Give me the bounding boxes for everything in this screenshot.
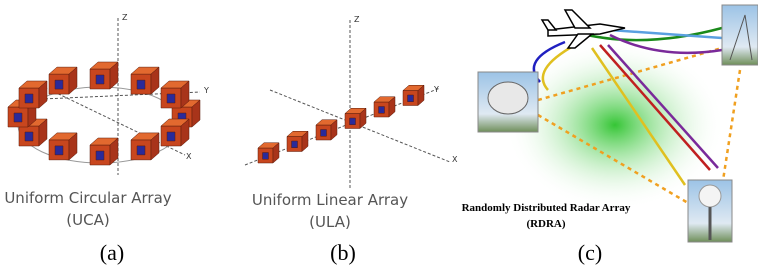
antenna-element (131, 67, 159, 94)
caption: Uniform Linear Array (252, 191, 408, 209)
panel-label: (b) (330, 240, 356, 265)
caption: (RDRA) (526, 218, 565, 230)
caption: Uniform Circular Array (4, 189, 171, 207)
face (167, 94, 175, 103)
face (55, 80, 63, 89)
face (14, 113, 22, 122)
antenna-element (345, 108, 366, 128)
ula-elements (258, 85, 424, 163)
antenna-element (19, 81, 47, 108)
face (292, 141, 298, 148)
face (321, 130, 327, 137)
antenna-element (258, 143, 279, 163)
face (137, 146, 145, 155)
axis-label: Y (203, 86, 209, 95)
dish (488, 82, 528, 114)
panel-label: (c) (578, 240, 602, 265)
face (408, 95, 414, 102)
axis-label: Z (122, 13, 128, 22)
axis-label: X (186, 152, 192, 161)
caption: (ULA) (309, 213, 351, 231)
antenna-element (316, 120, 337, 140)
panel-label: (a) (100, 240, 124, 265)
face (55, 146, 63, 155)
antenna-element (90, 62, 118, 89)
radome (699, 185, 721, 207)
antenna-element (49, 133, 77, 160)
antenna-element (287, 131, 308, 151)
antenna-element (131, 133, 159, 160)
face (96, 75, 104, 84)
face (137, 80, 145, 89)
antenna-element (161, 119, 189, 146)
axis-label: Z (354, 15, 360, 24)
figure: Z Y X Uniform Circular Array (UCA) (a) Z… (0, 0, 758, 269)
face (263, 153, 269, 160)
antenna-element (374, 97, 395, 117)
axis-label: X (452, 155, 458, 164)
antenna-element (403, 85, 424, 105)
face (379, 107, 385, 114)
panel-b (245, 20, 450, 190)
face (25, 94, 33, 103)
antenna-element (161, 81, 189, 108)
face (25, 132, 33, 141)
antenna-element (90, 138, 118, 165)
face (96, 151, 104, 160)
caption: Randomly Distributed Radar Array (462, 202, 631, 214)
radar-tower-image (722, 5, 758, 65)
axis-label: Y (433, 85, 439, 94)
face (167, 132, 175, 141)
face (350, 118, 356, 125)
caption: (UCA) (66, 211, 109, 229)
antenna-element (49, 67, 77, 94)
